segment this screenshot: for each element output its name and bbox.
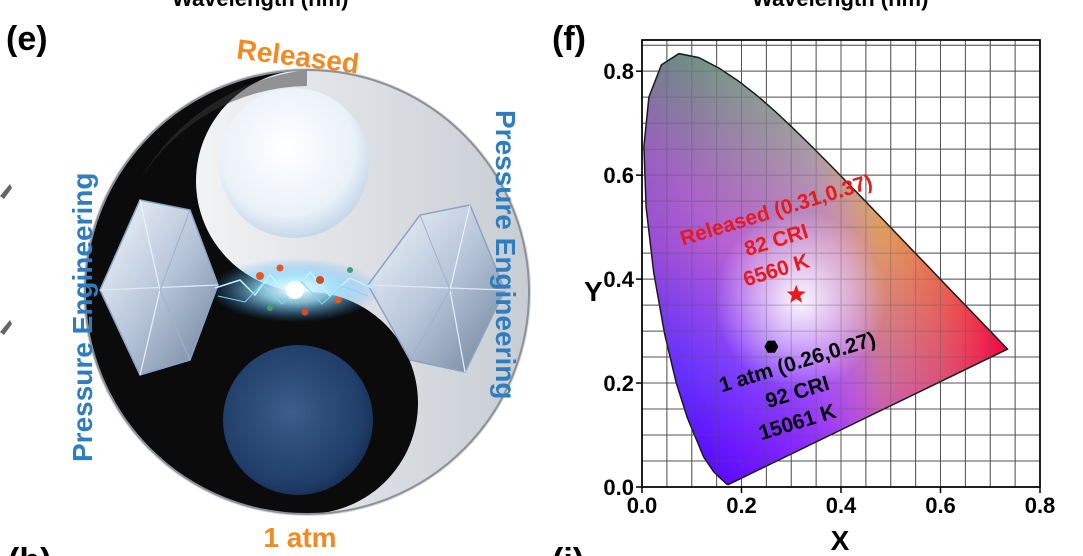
ambient-pressure-label: 1 atm [263, 522, 336, 553]
grid-lines-over [641, 40, 1041, 488]
arrow-stub-upper [0, 184, 12, 199]
x-axis-label: X [831, 525, 850, 556]
y-tick-label: 0.2 [603, 371, 634, 396]
right-pressure-engineering-label: Pressure Engineering [490, 110, 521, 399]
y-tick-label: 0.0 [603, 475, 634, 500]
y-tick-label: 0.6 [603, 163, 634, 188]
cropped-top-left-text: Wavelength (nm) [172, 0, 348, 11]
ambient-sample-ball [223, 345, 373, 495]
cropped-top-right-text: Wavelength (nm) [752, 0, 928, 11]
x-ticks: 0.0 0.2 0.4 0.6 0.8 [627, 487, 1056, 518]
y-axis-label: Y [584, 276, 603, 307]
cropped-bottom-left-text: (h) [8, 542, 51, 556]
released-point-star [786, 284, 806, 303]
x-tick-label: 0.4 [826, 493, 857, 518]
left-pressure-engineering-label: Pressure Engineering [67, 173, 98, 462]
compressed-molecule-glow [210, 258, 380, 322]
x-tick-label: 0.6 [925, 493, 956, 518]
cropped-bottom-right-text: (i) [552, 542, 584, 556]
arrow-stub-lower [0, 320, 12, 335]
panel-e: (e) [0, 20, 531, 553]
released-sample-ball [219, 88, 369, 238]
y-tick-label: 0.8 [603, 59, 634, 84]
gamut-outline [643, 52, 1009, 486]
cie-chart: 0.0 0.2 0.4 0.6 0.8 0.00.20.40.60.8 X Y Rele… [584, 39, 1056, 556]
y-ticks: 0.0 0.2 0.4 0.6 0.8 [603, 59, 642, 500]
panel-e-label: (e) [6, 20, 48, 58]
x-tick-label: 0.0 [627, 493, 658, 518]
x-tick-label: 0.2 [726, 493, 757, 518]
panel-f-label: (f) [552, 20, 586, 58]
x-tick-label: 0.8 [1025, 493, 1056, 518]
right-diamond-anvil [367, 204, 506, 373]
ambient-point-hexagon [764, 340, 779, 353]
chromaticity-gamut [643, 52, 1009, 486]
data-points [764, 284, 806, 353]
panel-f: (f) 0.0 0.2 0.4 0.6 0.8 0.00.20.40.60.8 X Y … [552, 20, 1055, 556]
y-tick-label: 0.4 [603, 267, 634, 292]
